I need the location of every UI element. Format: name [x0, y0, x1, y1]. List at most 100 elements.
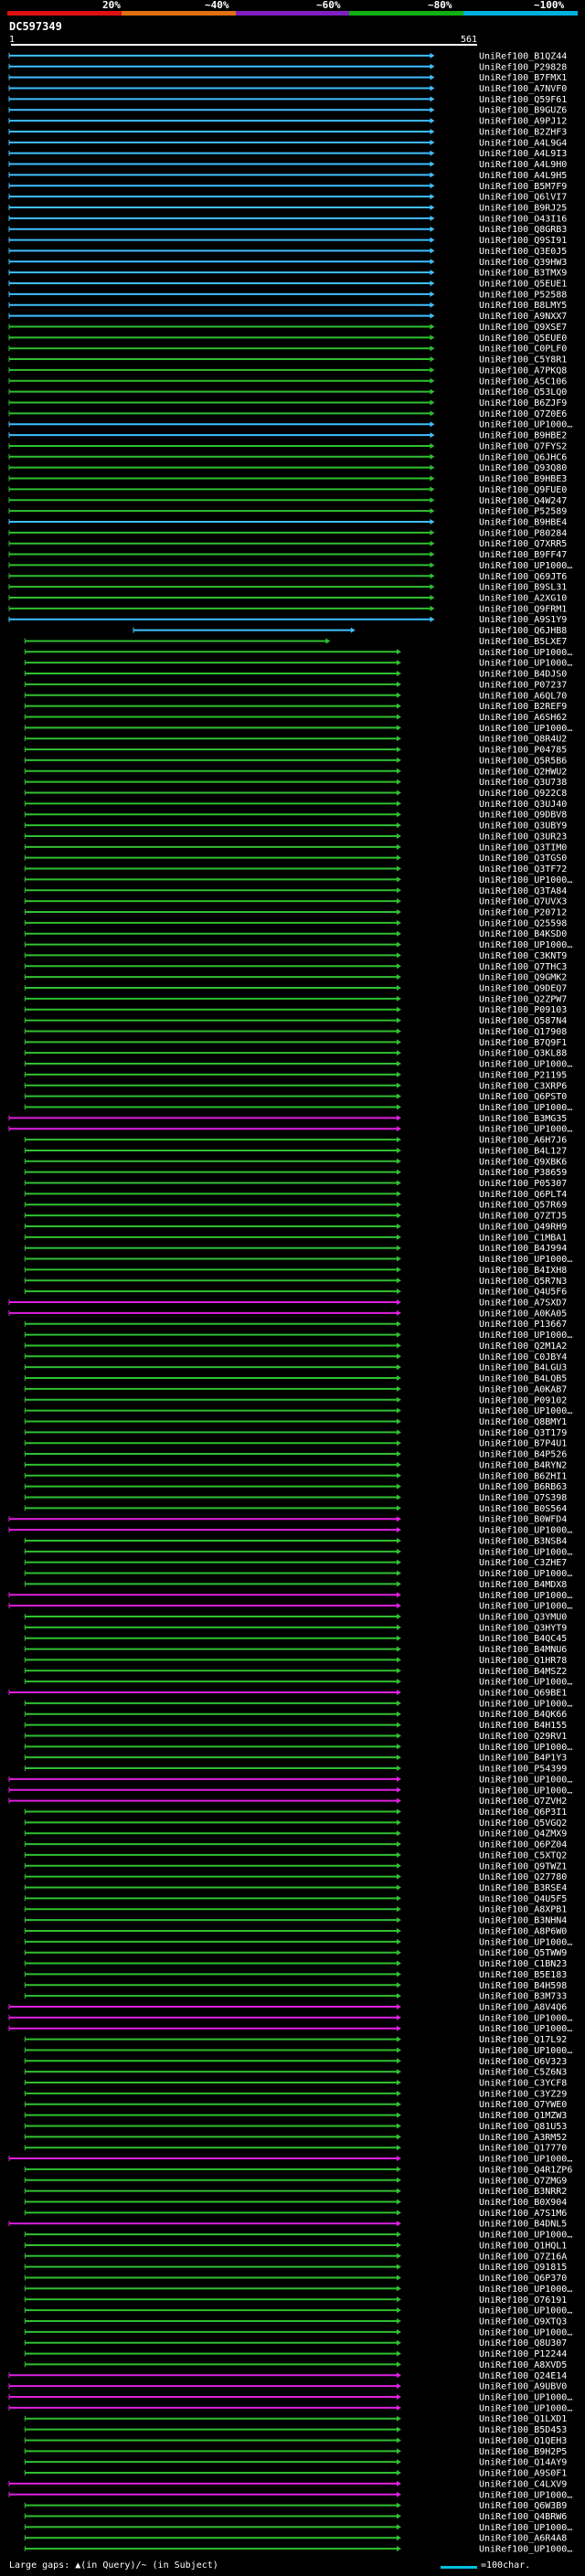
- hit-row[interactable]: UniRef100_Q24E14: [8, 2371, 567, 2381]
- hit-label[interactable]: UniRef100_Q9FRM1: [479, 604, 567, 614]
- hit-row[interactable]: UniRef100_B9SL31: [8, 583, 567, 593]
- hit-label[interactable]: UniRef100_B0S564: [479, 1504, 567, 1514]
- hit-row[interactable]: UniRef100_Q1HR78: [24, 1656, 567, 1666]
- hit-label[interactable]: UniRef100_Q3UBY9: [479, 822, 567, 832]
- hit-label[interactable]: UniRef100_Q93Q80: [479, 463, 567, 473]
- hit-label[interactable]: UniRef100_Q9XBK6: [479, 1157, 567, 1167]
- hit-label[interactable]: UniRef100_C5Z6N3: [479, 2068, 567, 2078]
- hit-label[interactable]: UniRef100_Q3T179: [479, 1428, 567, 1438]
- hit-label[interactable]: UniRef100_Q5R7N3: [479, 1277, 567, 1287]
- hit-row[interactable]: UniRef100_Q9SI91: [8, 236, 567, 246]
- hit-row[interactable]: UniRef100_Q9XSE7: [8, 323, 567, 333]
- hit-row[interactable]: UniRef100_C3YCF8: [24, 2079, 567, 2089]
- hit-label[interactable]: UniRef100_P07237: [479, 680, 567, 690]
- hit-row[interactable]: UniRef100_P09102: [24, 1395, 567, 1405]
- hit-label[interactable]: UniRef100_UP1000…: [479, 940, 572, 950]
- hit-row[interactable]: UniRef100_P13667: [24, 1320, 567, 1330]
- hit-row[interactable]: UniRef100_Q6PST0: [24, 1092, 567, 1102]
- hit-row[interactable]: UniRef100_C0PLF0: [8, 345, 567, 355]
- hit-label[interactable]: UniRef100_Q9TWZ1: [479, 1861, 567, 1871]
- hit-label[interactable]: UniRef100_Q69JT6: [479, 572, 567, 582]
- hit-label[interactable]: UniRef100_O43I16: [479, 214, 567, 224]
- hit-label[interactable]: UniRef100_Q4W247: [479, 496, 567, 506]
- hit-row[interactable]: UniRef100_Q6PLT4: [24, 1190, 567, 1200]
- hit-row[interactable]: UniRef100_Q4U5F5: [24, 1894, 567, 1904]
- hit-label[interactable]: UniRef100_P38659: [479, 1168, 567, 1178]
- hit-label[interactable]: UniRef100_Q3TA84: [479, 886, 567, 896]
- hit-label[interactable]: UniRef100_Q7YWE0: [479, 2100, 567, 2110]
- hit-label[interactable]: UniRef100_B4LGU3: [479, 1363, 567, 1373]
- hit-row[interactable]: UniRef100_Q17L92: [24, 2035, 567, 2045]
- hit-label[interactable]: UniRef100_B3TMX9: [479, 269, 567, 279]
- hit-label[interactable]: UniRef100_B4RYN2: [479, 1460, 567, 1470]
- hit-label[interactable]: UniRef100_UP1000…: [479, 2306, 572, 2316]
- hit-label[interactable]: UniRef100_C3ZHE7: [479, 1558, 567, 1568]
- hit-row[interactable]: UniRef100_Q6V323: [24, 2057, 567, 2067]
- hit-row[interactable]: UniRef100_Q59F61: [8, 95, 567, 105]
- hit-row[interactable]: UniRef100_A0KA05: [8, 1309, 567, 1319]
- hit-label[interactable]: UniRef100_C1MBA1: [479, 1233, 567, 1243]
- hit-label[interactable]: UniRef100_C4LXV9: [479, 2479, 567, 2489]
- hit-label[interactable]: UniRef100_P09102: [479, 1395, 567, 1405]
- hit-row[interactable]: UniRef100_A9S0F1: [24, 2469, 567, 2479]
- hit-row[interactable]: UniRef100_Q6PZ04: [24, 1840, 567, 1850]
- hit-label[interactable]: UniRef100_A6R4A8: [479, 2534, 567, 2544]
- hit-label[interactable]: UniRef100_B4DNL5: [479, 2220, 567, 2230]
- hit-label[interactable]: UniRef100_P09103: [479, 1005, 567, 1015]
- hit-label[interactable]: UniRef100_B8LMY5: [479, 301, 567, 311]
- hit-row[interactable]: UniRef100_Q1MZW3: [24, 2111, 567, 2121]
- hit-label[interactable]: UniRef100_B4L127: [479, 1146, 567, 1156]
- hit-row[interactable]: UniRef100_UP1000…: [24, 1255, 572, 1265]
- hit-row[interactable]: UniRef100_Q4U5F6: [24, 1288, 567, 1298]
- hit-row[interactable]: UniRef100_B6ZHI1: [24, 1471, 567, 1481]
- hit-row[interactable]: UniRef100_Q7ZVH2: [8, 1797, 567, 1807]
- hit-label[interactable]: UniRef100_A8V4Q6: [479, 2002, 567, 2012]
- hit-label[interactable]: UniRef100_C3KNT9: [479, 951, 567, 961]
- hit-row[interactable]: UniRef100_Q17770: [24, 2144, 567, 2154]
- hit-label[interactable]: UniRef100_C3XRP6: [479, 1081, 567, 1091]
- hit-row[interactable]: UniRef100_Q5EUE1: [8, 280, 567, 290]
- hit-label[interactable]: UniRef100_B4LQB5: [479, 1374, 567, 1384]
- hit-label[interactable]: UniRef100_Q6JHB8: [479, 626, 567, 636]
- hit-label[interactable]: UniRef100_Q7UVX3: [479, 897, 567, 907]
- hit-row[interactable]: UniRef100_Q57R69: [24, 1201, 567, 1211]
- hit-row[interactable]: UniRef100_B9H2P5: [24, 2447, 567, 2457]
- hit-label[interactable]: UniRef100_B4H155: [479, 1721, 567, 1731]
- hit-label[interactable]: UniRef100_UP1000…: [479, 1547, 572, 1557]
- hit-label[interactable]: UniRef100_B3RSE4: [479, 1883, 567, 1893]
- hit-row[interactable]: UniRef100_A4L9H0: [8, 160, 567, 170]
- hit-label[interactable]: UniRef100_UP1000…: [479, 1775, 572, 1785]
- hit-row[interactable]: UniRef100_P80284: [8, 528, 567, 538]
- hit-row[interactable]: UniRef100_UP1000…: [24, 2327, 572, 2337]
- hit-row[interactable]: UniRef100_P52589: [8, 507, 567, 517]
- hit-row[interactable]: UniRef100_B4DJS0: [24, 670, 567, 680]
- hit-label[interactable]: UniRef100_B6ZJF9: [479, 398, 567, 408]
- hit-label[interactable]: UniRef100_UP1000…: [479, 1937, 572, 1947]
- hit-label[interactable]: UniRef100_A0KA05: [479, 1309, 567, 1319]
- hit-label[interactable]: UniRef100_UP1000…: [479, 1406, 572, 1416]
- hit-row[interactable]: UniRef100_Q2ZPW7: [24, 994, 567, 1004]
- hit-row[interactable]: UniRef100_Q5R7N3: [24, 1277, 567, 1287]
- hit-label[interactable]: UniRef100_UP1000…: [479, 2545, 572, 2554]
- hit-label[interactable]: UniRef100_Q1QEH3: [479, 2436, 567, 2446]
- hit-label[interactable]: UniRef100_B6RB63: [479, 1482, 567, 1492]
- hit-row[interactable]: UniRef100_B4L127: [24, 1146, 567, 1156]
- hit-row[interactable]: UniRef100_UP1000…: [24, 1678, 572, 1688]
- hit-row[interactable]: UniRef100_Q7ZMG9: [24, 2176, 567, 2186]
- hit-row[interactable]: UniRef100_C3KNT9: [24, 951, 567, 961]
- hit-row[interactable]: UniRef100_Q17908: [24, 1027, 567, 1037]
- hit-label[interactable]: UniRef100_B9SL31: [479, 583, 567, 593]
- hit-row[interactable]: UniRef100_A4L9I3: [8, 149, 567, 159]
- hit-label[interactable]: UniRef100_Q7ZVH2: [479, 1797, 567, 1807]
- hit-row[interactable]: UniRef100_UP1000…: [24, 1103, 572, 1113]
- hit-label[interactable]: UniRef100_P80284: [479, 528, 567, 538]
- hit-label[interactable]: UniRef100_B9HBE2: [479, 431, 567, 441]
- hit-label[interactable]: UniRef100_Q3KL88: [479, 1049, 567, 1059]
- hit-row[interactable]: UniRef100_Q2M1A2: [24, 1341, 567, 1352]
- hit-label[interactable]: UniRef100_C0JBY4: [479, 1352, 567, 1362]
- hit-row[interactable]: UniRef100_UP1000…: [8, 1602, 572, 1612]
- hit-row[interactable]: UniRef100_Q2HWU2: [24, 767, 567, 777]
- hit-label[interactable]: UniRef100_Q29RV1: [479, 1732, 567, 1742]
- hit-label[interactable]: UniRef100_UP1000…: [479, 1103, 572, 1113]
- hit-label[interactable]: UniRef100_B4H598: [479, 1981, 567, 1991]
